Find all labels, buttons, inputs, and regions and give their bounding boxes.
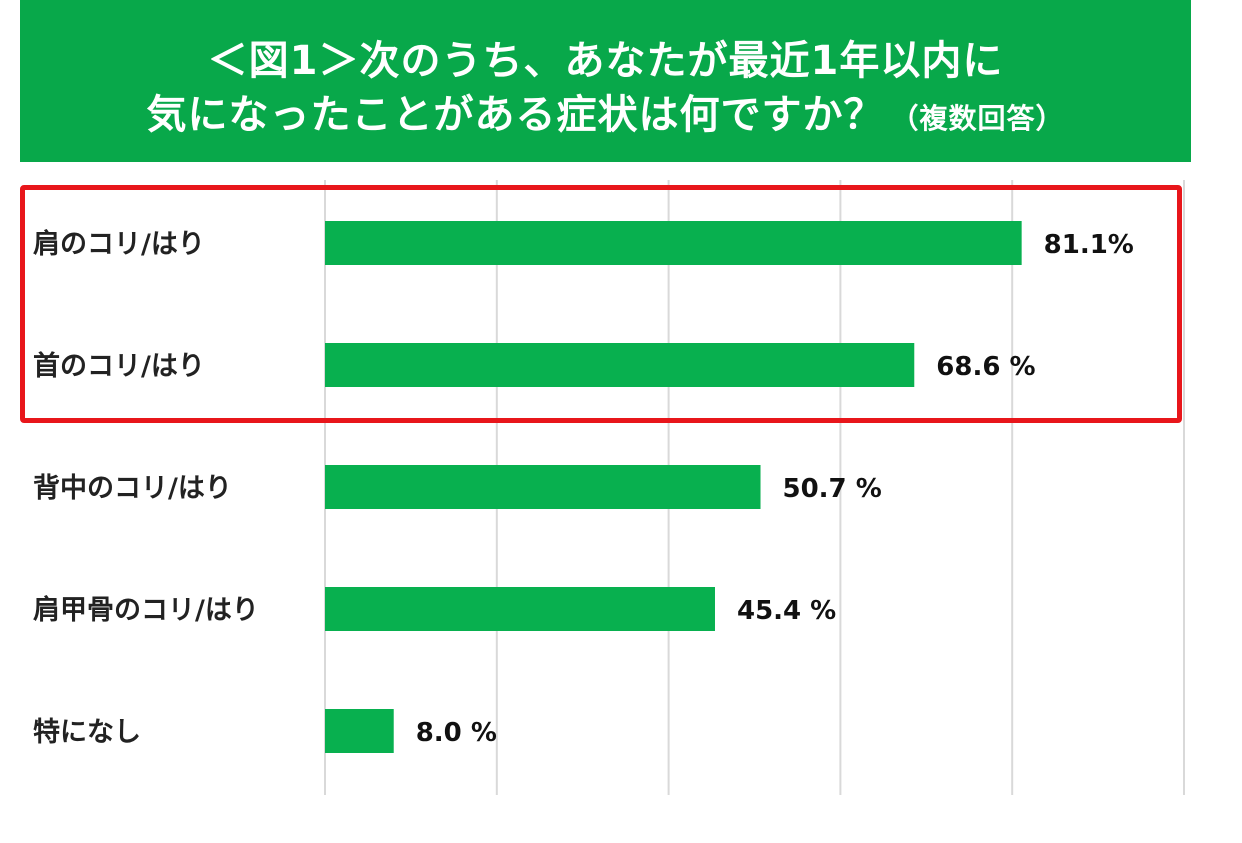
bars [325, 221, 1022, 753]
chart-header: ＜図1＞次のうち、あなたが最近1年以内に 気になったことがある症状は何ですか？（… [20, 0, 1191, 162]
chart-title-line-2: 気になったことがある症状は何ですか？ （複数回答） [20, 82, 1191, 140]
category-label: 肩甲骨のコリ/はり [33, 594, 259, 626]
value-labels: 81.1% 68.6 % 50.7 % 45.4 % 8.0 % [416, 230, 1134, 748]
bar [325, 343, 915, 387]
category-label: 特になし [33, 717, 141, 748]
value-label: 68.6 % [936, 352, 1035, 382]
bar [325, 221, 1022, 265]
value-label: 81.1% [1044, 230, 1134, 260]
bar [325, 709, 394, 753]
chart-title-line-1: ＜図1＞次のうち、あなたが最近1年以内に [207, 38, 1004, 84]
category-label: 肩のコリ/はり [33, 228, 205, 260]
chart-title-line-2-main: 気になったことがある症状は何ですか？ [146, 92, 885, 138]
category-label: 背中のコリ/はり [33, 473, 232, 504]
category-label: 首のコリ/はり [33, 350, 205, 382]
value-label: 8.0 % [416, 718, 497, 748]
bar [325, 465, 761, 509]
value-label: 45.4 % [737, 596, 836, 626]
value-label: 50.7 % [783, 474, 882, 504]
highlight-box [20, 185, 1182, 423]
bar [325, 587, 715, 631]
chart-subtitle: （複数回答） [890, 102, 1065, 135]
